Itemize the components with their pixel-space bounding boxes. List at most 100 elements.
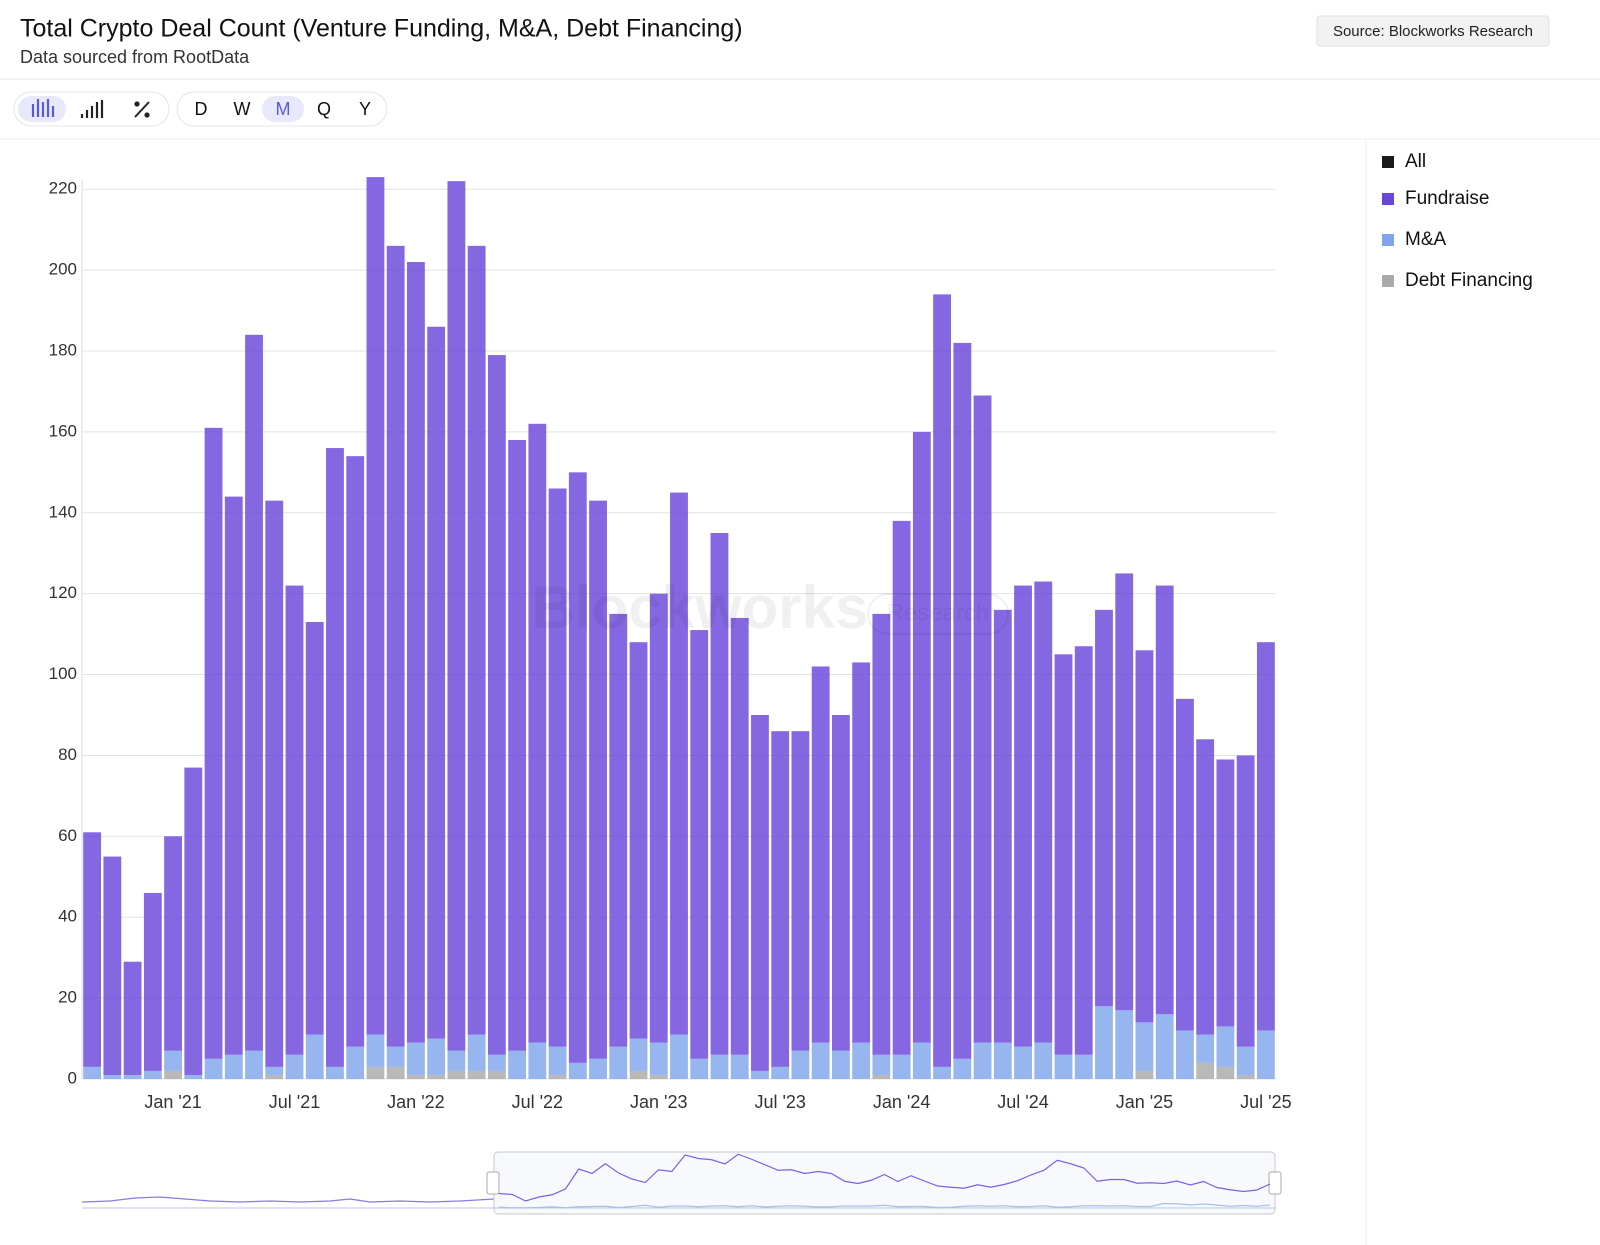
watermark-badge <box>867 593 1009 635</box>
bar-segment <box>1054 1054 1073 1079</box>
x-tick-label: Jul '21 <box>269 1092 320 1112</box>
bar-segment <box>629 1038 648 1071</box>
legend-swatch <box>1382 156 1394 168</box>
bar-segment <box>973 395 992 1043</box>
bar-segment <box>1216 1066 1235 1079</box>
interval-button[interactable]: D <box>195 99 208 119</box>
interval-active[interactable] <box>262 96 304 122</box>
bar-segment <box>1256 1030 1275 1079</box>
bar-segment <box>346 1046 365 1079</box>
legend-swatch <box>1382 193 1394 205</box>
bar-segment <box>204 1058 223 1079</box>
bar-segment <box>467 245 486 1035</box>
bar-segment <box>1236 1074 1255 1079</box>
bar-segment <box>568 1062 587 1079</box>
navigator-handle[interactable] <box>1268 1171 1282 1195</box>
bar-segment <box>1034 581 1053 1043</box>
bar-segment <box>872 613 891 1055</box>
bar-segment <box>427 326 446 1039</box>
bar-segment <box>528 423 547 1043</box>
bar-segment <box>265 1074 284 1079</box>
bar-segment <box>710 1054 729 1079</box>
bar-segment <box>386 1066 405 1079</box>
bar-segment <box>447 1070 466 1079</box>
bar-segment <box>326 448 344 1067</box>
bar-segment <box>993 1042 1012 1079</box>
bar-segment <box>953 342 972 1059</box>
bar-segment <box>447 1050 466 1071</box>
interval-button[interactable]: W <box>234 99 251 119</box>
bar-segment <box>751 715 769 1071</box>
bar-segment <box>609 613 628 1047</box>
bar-segment <box>730 1054 749 1079</box>
bar-segment <box>811 1042 830 1079</box>
bar-segment <box>852 662 871 1043</box>
bar-segment <box>1155 585 1174 1015</box>
bar-segment <box>366 1066 385 1079</box>
interval-button[interactable]: M <box>276 99 291 119</box>
bar-segment <box>609 1046 628 1079</box>
bar-segment <box>164 1050 182 1071</box>
navigator-handle[interactable] <box>486 1171 500 1195</box>
bar-segment <box>933 1066 952 1079</box>
bar-segment <box>589 500 607 1059</box>
bar-segment <box>1256 642 1275 1031</box>
bar-segment <box>1155 1014 1174 1079</box>
x-tick-label: Jan '22 <box>387 1092 444 1112</box>
y-tick-label: 80 <box>58 745 77 764</box>
bar-segment <box>508 1050 527 1079</box>
bar-segment <box>1074 646 1093 1055</box>
bar-segment <box>1236 755 1255 1047</box>
bar-segment <box>447 181 466 1051</box>
bar-segment <box>1115 573 1134 1011</box>
bar-segment <box>366 1034 385 1067</box>
interval-button[interactable]: Y <box>359 99 371 119</box>
bar-segment <box>1095 609 1113 1007</box>
bar-segment <box>589 1058 607 1079</box>
bar-segment <box>1135 650 1154 1023</box>
bar-segment <box>467 1034 486 1071</box>
legend-label[interactable]: M&A <box>1405 229 1447 250</box>
navigator[interactable] <box>81 1151 1282 1215</box>
bar-segment <box>1216 759 1235 1027</box>
x-tick-label: Jul '25 <box>1240 1092 1291 1112</box>
interval-button[interactable]: Q <box>317 99 331 119</box>
bar-segment <box>366 177 385 1035</box>
bar-segment <box>1074 1054 1093 1079</box>
legend-label[interactable]: Fundraise <box>1405 188 1490 209</box>
navigator-line <box>498 1202 1271 1209</box>
bar-segment <box>872 1054 891 1075</box>
bar-segment <box>649 1074 668 1079</box>
bar-segment <box>872 1074 891 1079</box>
bar-segment <box>467 1070 486 1079</box>
bar-segment <box>1034 1042 1053 1079</box>
bar-segment <box>427 1074 446 1079</box>
bar-segment <box>1014 1046 1032 1079</box>
bar-segment <box>690 630 709 1059</box>
bar-segment <box>1196 1062 1215 1079</box>
percent-icon[interactable] <box>134 101 150 118</box>
y-tick-label: 140 <box>49 502 77 521</box>
bar-segment <box>973 1042 992 1079</box>
bar-segment <box>305 621 324 1035</box>
bar-segment <box>143 1070 162 1079</box>
stack-icon[interactable] <box>80 100 104 118</box>
bar-segment <box>245 1050 263 1079</box>
bar-segment <box>164 836 182 1051</box>
plot-area: 0 20 40 60 80 100 120 140 160 180 200 220 Jan '21 Jul… <box>49 177 1292 1112</box>
y-tick-label: 60 <box>58 826 77 845</box>
y-tick-label: 220 <box>49 179 77 198</box>
bar-segment <box>1176 698 1194 1031</box>
y-tick-label: 180 <box>49 340 77 359</box>
bar-segment <box>670 492 688 1035</box>
watermark-research: Research <box>887 599 990 626</box>
bar-segment <box>892 1054 911 1079</box>
bar-segment <box>649 593 668 1043</box>
bar-segment <box>568 472 587 1063</box>
y-tick-label: 200 <box>49 260 77 279</box>
x-tick-label: Jan '24 <box>873 1092 930 1112</box>
legend-label[interactable]: Debt Financing <box>1405 270 1533 291</box>
chart-subtitle: Data sourced from RootData <box>20 47 250 67</box>
legend-label[interactable]: All <box>1405 151 1426 172</box>
